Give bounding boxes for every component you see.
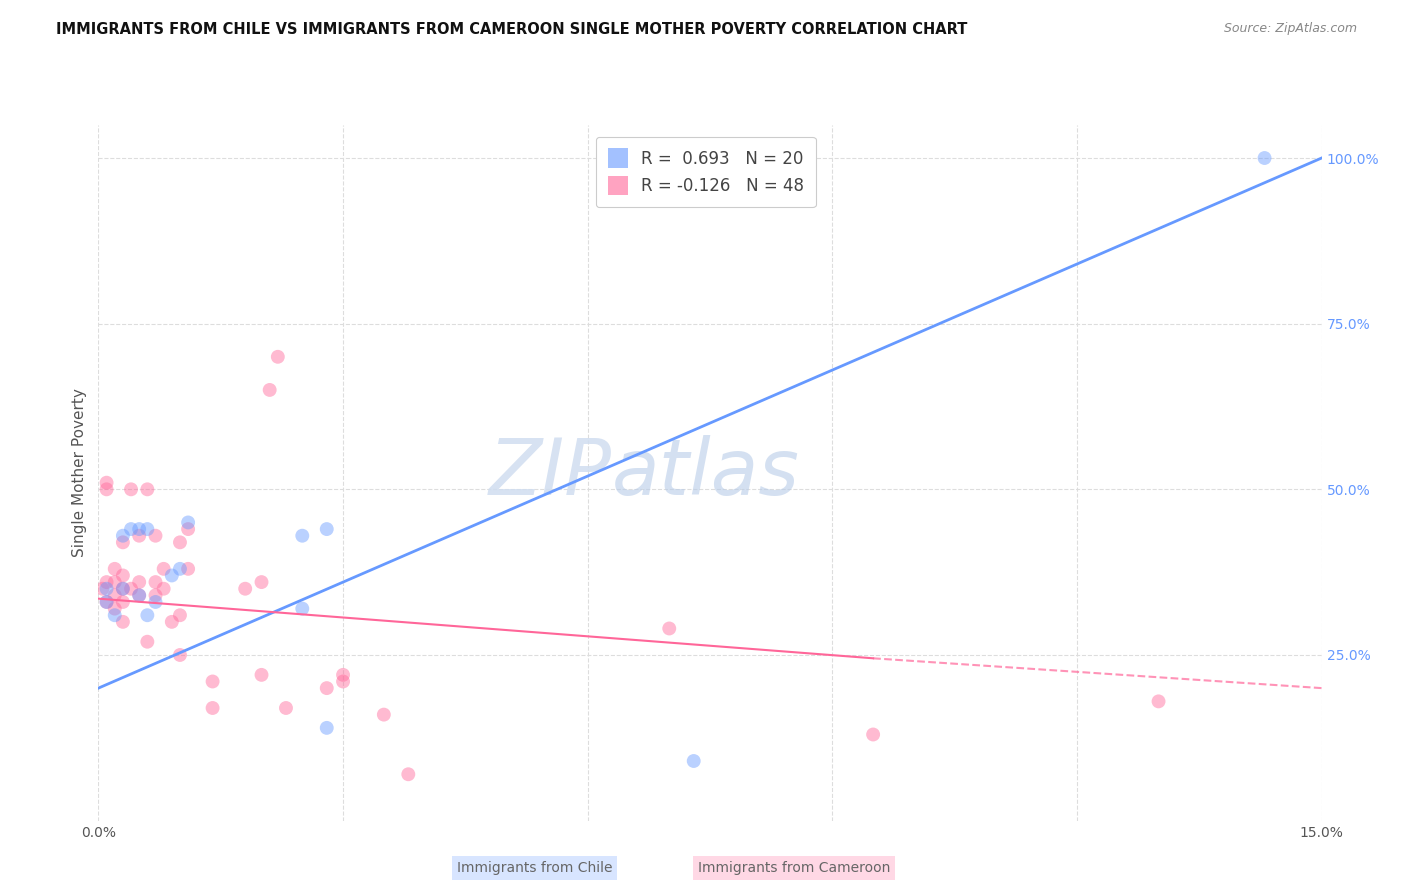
Point xyxy=(274,701,297,715)
Point xyxy=(233,582,256,596)
Point xyxy=(291,601,314,615)
Point xyxy=(259,383,281,397)
Y-axis label: Single Mother Poverty: Single Mother Poverty xyxy=(72,388,87,558)
Point xyxy=(315,681,337,695)
Legend: R =  0.693   N = 20, R = -0.126   N = 48: R = 0.693 N = 20, R = -0.126 N = 48 xyxy=(596,136,815,207)
Point xyxy=(120,483,142,497)
Point xyxy=(201,701,224,715)
Point xyxy=(128,522,150,536)
Point xyxy=(128,529,150,543)
Point xyxy=(96,582,118,596)
Point xyxy=(96,475,118,490)
Point xyxy=(145,595,167,609)
Text: Immigrants from Chile: Immigrants from Chile xyxy=(457,861,612,875)
Point xyxy=(169,648,191,662)
Text: atlas: atlas xyxy=(612,434,800,511)
Point xyxy=(1253,151,1275,165)
Point xyxy=(160,615,183,629)
Text: ZIP: ZIP xyxy=(489,434,612,511)
Point xyxy=(128,575,150,590)
Point xyxy=(128,588,150,602)
Point xyxy=(136,522,159,536)
Point xyxy=(332,668,354,682)
Point xyxy=(111,615,134,629)
Point xyxy=(145,529,167,543)
Point xyxy=(120,582,142,596)
Point xyxy=(177,516,200,530)
Point xyxy=(104,575,127,590)
Point xyxy=(658,622,681,636)
Point xyxy=(396,767,419,781)
Point xyxy=(96,575,118,590)
Text: Immigrants from Cameroon: Immigrants from Cameroon xyxy=(699,861,890,875)
Point xyxy=(332,674,354,689)
Point xyxy=(315,721,337,735)
Point xyxy=(373,707,395,722)
Point xyxy=(111,582,134,596)
Text: Source: ZipAtlas.com: Source: ZipAtlas.com xyxy=(1223,22,1357,36)
Point xyxy=(1147,694,1170,708)
Point xyxy=(111,535,134,549)
Point xyxy=(250,668,273,682)
Point xyxy=(145,588,167,602)
Point xyxy=(136,483,159,497)
Point xyxy=(169,562,191,576)
Point xyxy=(201,674,224,689)
Point xyxy=(136,608,159,623)
Point xyxy=(267,350,290,364)
Point xyxy=(152,562,174,576)
Text: IMMIGRANTS FROM CHILE VS IMMIGRANTS FROM CAMEROON SINGLE MOTHER POVERTY CORRELAT: IMMIGRANTS FROM CHILE VS IMMIGRANTS FROM… xyxy=(56,22,967,37)
Point xyxy=(104,608,127,623)
Point xyxy=(169,608,191,623)
Point xyxy=(96,595,118,609)
Point xyxy=(250,575,273,590)
Point xyxy=(177,562,200,576)
Point xyxy=(152,582,174,596)
Point xyxy=(104,588,127,602)
Point xyxy=(104,562,127,576)
Point xyxy=(111,595,134,609)
Point xyxy=(111,568,134,582)
Point xyxy=(862,727,884,741)
Point xyxy=(169,535,191,549)
Point xyxy=(96,595,118,609)
Point xyxy=(111,582,134,596)
Point xyxy=(315,522,337,536)
Point xyxy=(291,529,314,543)
Point xyxy=(128,588,150,602)
Point xyxy=(145,575,167,590)
Point xyxy=(111,529,134,543)
Point xyxy=(120,522,142,536)
Point xyxy=(136,634,159,648)
Point xyxy=(160,568,183,582)
Point xyxy=(682,754,704,768)
Point xyxy=(177,522,200,536)
Point xyxy=(104,601,127,615)
Point xyxy=(96,483,118,497)
Point xyxy=(91,582,114,596)
